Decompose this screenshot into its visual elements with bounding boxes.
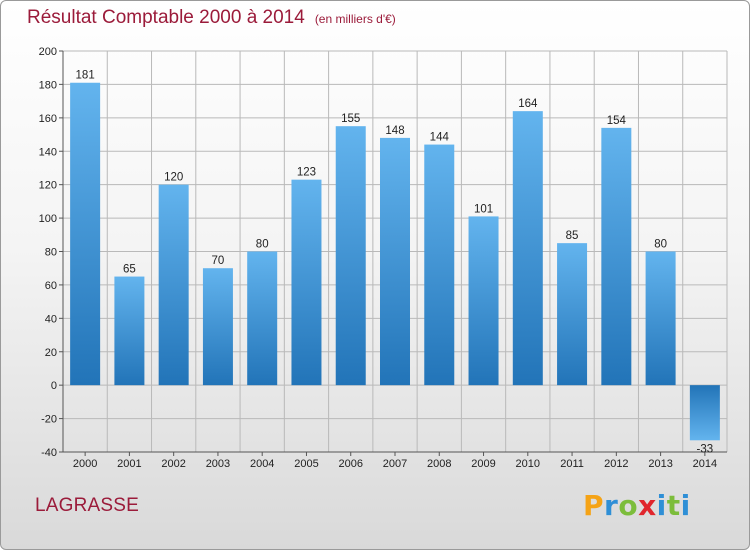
proxiti-logo[interactable]: Proxiti <box>583 489 691 522</box>
bar <box>380 137 410 386</box>
data-labels: 181 65 120 70 80 123 155 148 144 101 164 85 154 80 -33 <box>76 70 714 456</box>
data-label: 120 <box>164 172 183 184</box>
bar <box>202 268 233 386</box>
chart-title-text: Résultat Comptable 2000 à 2014 <box>27 7 305 28</box>
x-tick-label: 2005 <box>294 458 318 470</box>
x-tick-label: 2000 <box>73 458 97 470</box>
x-tick-label: 2014 <box>693 458 717 470</box>
data-label: 164 <box>518 98 538 110</box>
x-tick-label: 2010 <box>516 458 540 470</box>
bar <box>424 144 455 386</box>
y-tick-label: -20 <box>41 414 57 426</box>
bar <box>114 276 145 386</box>
y-tick-label: 200 <box>39 46 57 58</box>
y-tick-label: 60 <box>45 280 57 292</box>
x-tick-label: 2002 <box>161 458 185 470</box>
y-tick-label: 80 <box>45 247 57 259</box>
logo-letter: x <box>638 489 657 522</box>
y-tick-label: 140 <box>39 146 57 158</box>
bar <box>601 127 632 386</box>
y-tick-label: 120 <box>39 180 57 192</box>
chart-title: Résultat Comptable 2000 à 2014 (en millie… <box>27 7 396 29</box>
x-tick-label: 2001 <box>117 458 141 470</box>
logo-letter: i <box>680 489 691 522</box>
data-label: 123 <box>297 167 316 179</box>
y-tick-label: 180 <box>39 79 57 91</box>
data-label: 80 <box>654 239 667 251</box>
y-tick-label: -40 <box>41 447 57 459</box>
x-tick-label: 2012 <box>604 458 628 470</box>
data-label: 181 <box>76 70 95 82</box>
logo-letter: P <box>583 489 605 522</box>
chart-title-unit: (en milliers d'€) <box>314 12 396 26</box>
bar <box>512 111 543 386</box>
y-tick-label: 160 <box>39 113 57 125</box>
tick-labels: -40 -20 0 20 40 60 80 100 120 140 160 180 200 2000 200… <box>39 46 717 470</box>
x-tick-label: 2008 <box>427 458 451 470</box>
bar <box>689 385 720 441</box>
data-label: 85 <box>566 230 579 242</box>
data-label: 148 <box>385 125 404 137</box>
x-tick-label: 2009 <box>471 458 495 470</box>
data-label: 101 <box>474 203 493 215</box>
logo-letter: t <box>666 489 681 522</box>
x-tick-label: 2004 <box>250 458 274 470</box>
data-label: 65 <box>123 264 136 276</box>
bars <box>70 82 720 441</box>
data-label: 154 <box>607 115 627 127</box>
data-label: -33 <box>697 443 714 455</box>
bar <box>645 251 676 386</box>
y-tick-label: 40 <box>45 313 57 325</box>
logo-letter: r <box>604 489 619 522</box>
x-tick-label: 2013 <box>648 458 672 470</box>
bar <box>335 126 366 386</box>
bar <box>557 243 588 386</box>
x-tick-label: 2011 <box>560 458 584 470</box>
axes <box>59 50 727 456</box>
x-tick-label: 2006 <box>338 458 362 470</box>
data-label: 155 <box>341 113 360 125</box>
data-label: 80 <box>256 239 269 251</box>
y-tick-label: 20 <box>45 347 57 359</box>
bar <box>468 216 499 386</box>
town-name: LAGRASSE <box>35 495 140 516</box>
data-label: 70 <box>212 255 225 267</box>
bar <box>247 251 278 386</box>
logo-letter: i <box>656 489 667 522</box>
x-tick-label: 2003 <box>206 458 230 470</box>
y-tick-label: 0 <box>51 380 57 392</box>
y-tick-label: 100 <box>39 213 57 225</box>
x-tick-label: 2007 <box>383 458 407 470</box>
bar <box>70 82 101 386</box>
bar <box>158 184 189 386</box>
data-label: 144 <box>430 132 450 144</box>
bar <box>291 179 322 386</box>
logo-letter: o <box>618 489 639 522</box>
